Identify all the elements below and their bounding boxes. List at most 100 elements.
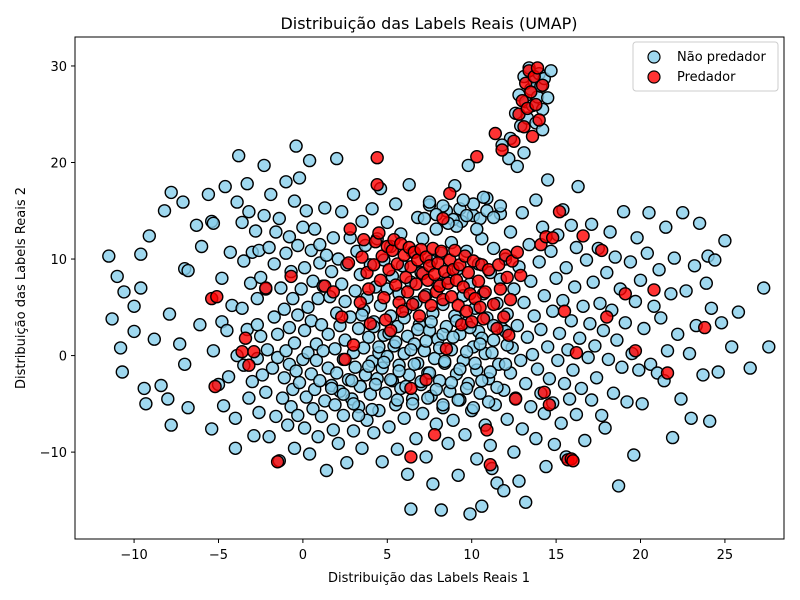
data-point (291, 238, 305, 253)
data-point (466, 401, 481, 415)
data-point (676, 205, 690, 220)
data-point (564, 314, 578, 328)
data-point (492, 258, 506, 272)
data-point (762, 340, 776, 354)
data-point (475, 374, 489, 388)
data-point (390, 257, 405, 271)
data-point (426, 477, 440, 491)
data-point (378, 386, 393, 400)
data-point (328, 398, 342, 412)
data-point (642, 205, 656, 220)
data-point (221, 370, 236, 384)
data-point (515, 205, 529, 220)
data-point (544, 244, 558, 259)
data-point (632, 363, 646, 377)
data-point (485, 346, 499, 360)
data-point (517, 146, 531, 160)
data-point (416, 406, 430, 421)
data-point (313, 374, 327, 388)
data-point (240, 176, 254, 191)
data-point (331, 436, 345, 451)
data-point (699, 276, 713, 290)
data-point (584, 393, 599, 407)
data-point (530, 61, 545, 75)
data-point (458, 428, 472, 442)
data-point (593, 296, 607, 311)
data-point (708, 253, 722, 267)
data-point (562, 392, 577, 406)
x-axis-label: Distribuição das Labels Reais 1 (328, 571, 530, 586)
data-point (289, 139, 303, 153)
data-point (483, 458, 497, 472)
data-point (461, 265, 475, 280)
data-point (611, 479, 626, 493)
data-point (257, 158, 271, 173)
data-point (583, 317, 597, 331)
data-point (181, 263, 195, 278)
data-point (335, 204, 349, 219)
legend-label-nao-predador: Não predador (677, 50, 767, 65)
data-point (264, 187, 278, 202)
data-point (500, 412, 514, 426)
data-point (404, 502, 418, 516)
data-point (596, 323, 611, 338)
data-point (314, 318, 329, 332)
data-point (395, 304, 410, 318)
data-point (517, 120, 531, 134)
data-point (193, 318, 207, 332)
data-point (698, 320, 712, 335)
data-point (338, 352, 352, 367)
data-point (275, 391, 290, 405)
data-point (162, 307, 177, 321)
data-point (330, 366, 344, 380)
x-tick-label: −10 (120, 548, 147, 563)
data-point (287, 336, 302, 350)
data-point (490, 321, 504, 336)
data-point (451, 393, 465, 407)
x-tick-label: 20 (632, 548, 649, 563)
data-point (417, 290, 432, 304)
data-point (404, 381, 418, 396)
data-point (318, 201, 332, 215)
data-point (321, 327, 335, 341)
data-point (247, 429, 261, 443)
data-point (459, 304, 474, 318)
y-tick-label: 0 (59, 350, 67, 365)
data-point (235, 301, 249, 315)
data-point (486, 297, 501, 312)
x-tick-label: 25 (717, 548, 734, 563)
data-point (517, 295, 531, 310)
data-point (340, 456, 354, 470)
data-point (267, 310, 281, 324)
data-point (154, 378, 168, 393)
points-layer (102, 61, 776, 521)
legend-box (632, 41, 779, 92)
data-point (215, 271, 229, 285)
data-point (606, 386, 621, 400)
data-point (532, 113, 546, 127)
data-point (465, 315, 479, 329)
data-point (319, 463, 334, 478)
data-point (220, 323, 234, 338)
data-point (316, 344, 330, 358)
data-point (586, 275, 600, 289)
data-point (546, 231, 560, 245)
data-point (105, 312, 119, 326)
data-point (573, 331, 587, 345)
data-point (529, 193, 543, 207)
data-point (274, 281, 288, 295)
data-point (346, 424, 361, 438)
data-point (245, 374, 260, 389)
data-point (608, 250, 622, 264)
data-point (616, 204, 631, 219)
data-point (584, 217, 599, 232)
data-point (443, 186, 457, 201)
data-point (286, 291, 300, 306)
data-point (637, 321, 651, 336)
data-point (635, 397, 649, 411)
data-point (537, 385, 551, 399)
data-point (336, 387, 351, 401)
data-point (311, 430, 325, 444)
data-point (493, 282, 508, 296)
